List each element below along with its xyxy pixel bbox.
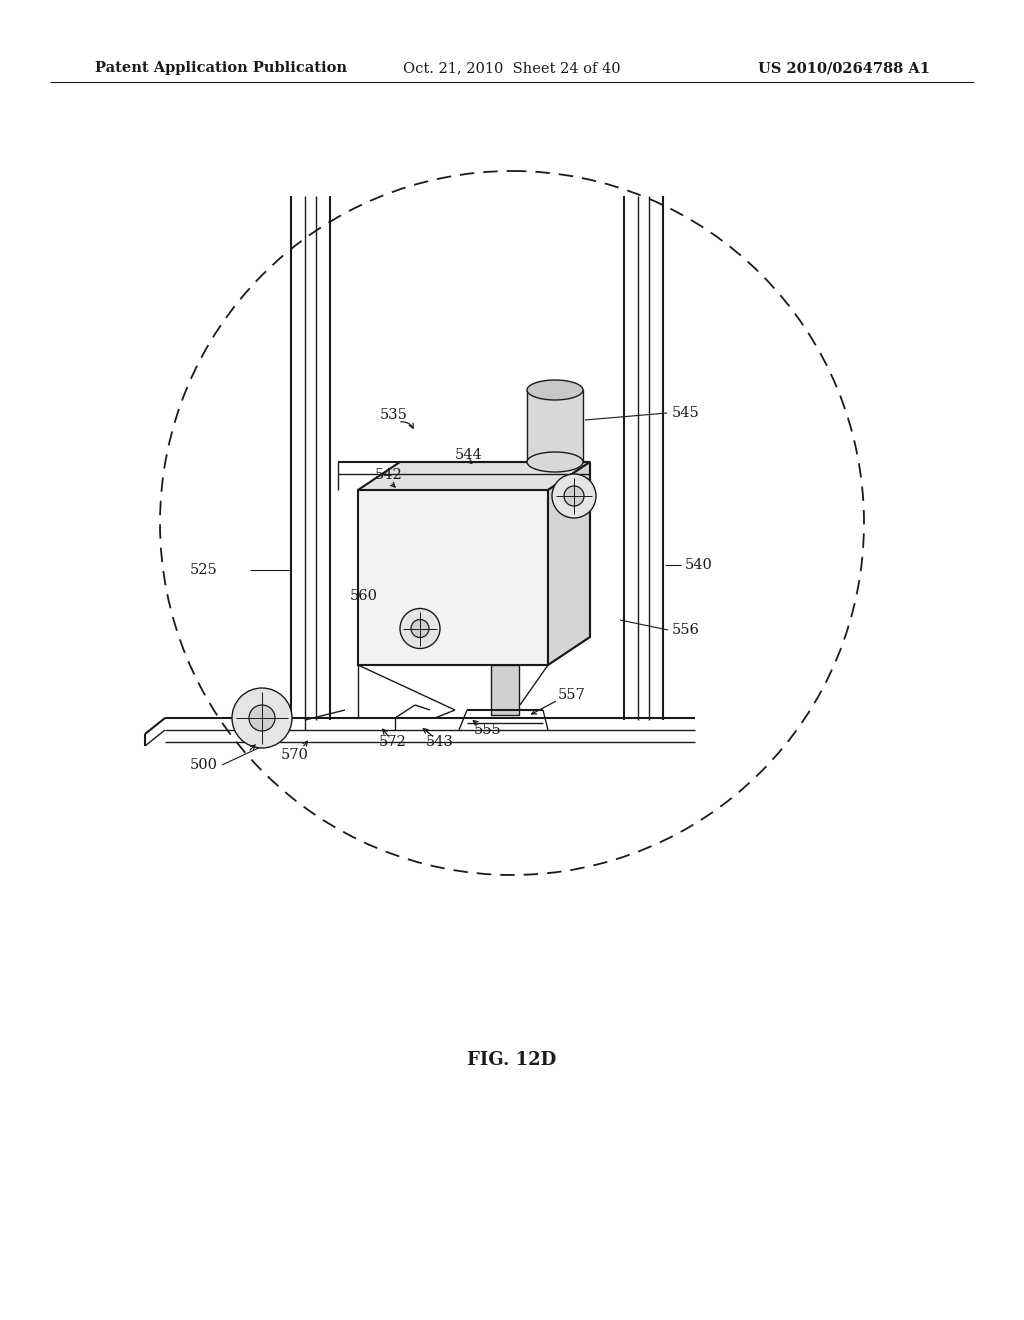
Text: 542: 542 [375, 469, 402, 482]
Text: 556: 556 [672, 623, 699, 638]
Polygon shape [358, 462, 590, 490]
Circle shape [232, 688, 292, 748]
Text: 525: 525 [190, 564, 218, 577]
Text: 535: 535 [380, 408, 408, 422]
Text: 543: 543 [426, 735, 454, 748]
Text: 500: 500 [190, 758, 218, 772]
Circle shape [552, 474, 596, 517]
Text: 557: 557 [558, 688, 586, 702]
Circle shape [400, 609, 440, 648]
Circle shape [411, 619, 429, 638]
Circle shape [249, 705, 275, 731]
Text: 540: 540 [685, 558, 713, 572]
Text: 560: 560 [350, 589, 378, 603]
Text: FIG. 12D: FIG. 12D [467, 1051, 557, 1069]
Text: Oct. 21, 2010  Sheet 24 of 40: Oct. 21, 2010 Sheet 24 of 40 [403, 61, 621, 75]
Text: 570: 570 [281, 748, 309, 762]
Polygon shape [548, 462, 590, 665]
Polygon shape [358, 490, 548, 665]
Text: US 2010/0264788 A1: US 2010/0264788 A1 [758, 61, 930, 75]
Text: 544: 544 [455, 447, 482, 462]
Polygon shape [490, 665, 519, 715]
Text: 545: 545 [672, 407, 699, 420]
Text: 555: 555 [474, 723, 502, 737]
Ellipse shape [527, 380, 583, 400]
Circle shape [564, 486, 584, 506]
Text: 572: 572 [379, 735, 407, 748]
Polygon shape [527, 389, 583, 462]
Ellipse shape [527, 451, 583, 473]
Text: Patent Application Publication: Patent Application Publication [95, 61, 347, 75]
